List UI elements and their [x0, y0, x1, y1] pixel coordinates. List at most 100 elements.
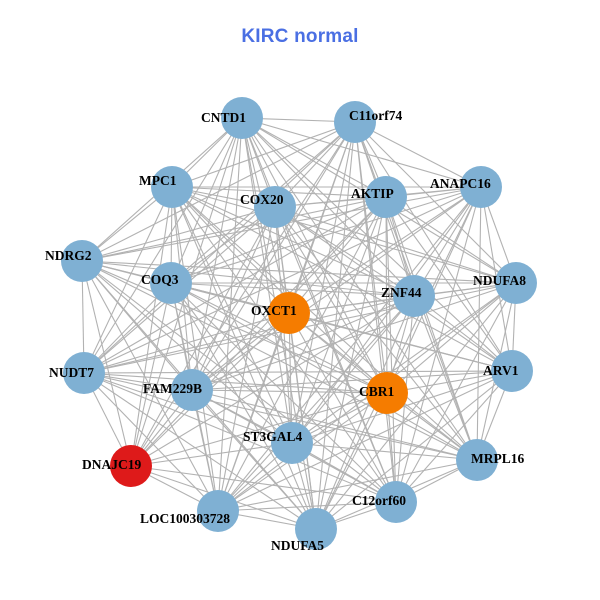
graph-edge: [217, 295, 415, 512]
graph-edge: [291, 442, 478, 461]
graph-edge: [241, 117, 415, 297]
graph-edge: [81, 260, 415, 297]
graph-edge: [81, 206, 276, 262]
graph-edge: [171, 186, 290, 314]
graph-edge: [170, 282, 397, 503]
graph-edge: [386, 370, 513, 394]
graph-edge: [386, 282, 517, 394]
graph-node-aktip[interactable]: [365, 176, 407, 218]
graph-node-mpc1[interactable]: [151, 166, 193, 208]
graph-edge: [170, 282, 293, 444]
graph-node-ndrg2[interactable]: [61, 240, 103, 282]
graph-edge: [291, 186, 482, 444]
graph-node-st3gal4[interactable]: [271, 422, 313, 464]
graph-edge: [83, 186, 173, 374]
graph-edge: [288, 312, 293, 444]
graph-edge: [171, 186, 317, 530]
graph-edge: [354, 121, 513, 372]
graph-node-anapc16[interactable]: [460, 166, 502, 208]
graph-edge: [191, 389, 388, 394]
page-title: KIRC normal: [241, 26, 359, 47]
graph-edge: [171, 186, 517, 284]
graph-node-c12orf60[interactable]: [375, 481, 417, 523]
graph-node-coq3[interactable]: [150, 262, 192, 304]
graph-node-dnajc19[interactable]: [110, 445, 152, 487]
graph-edge: [170, 186, 482, 284]
graph-edge: [130, 442, 293, 467]
graph-edge: [395, 186, 482, 503]
graph-node-ndufa5[interactable]: [295, 508, 337, 550]
graph-edge: [83, 196, 387, 374]
graph-edge: [217, 370, 513, 512]
graph-edge: [413, 295, 478, 461]
graph-edge: [130, 295, 415, 467]
graph-edge: [395, 282, 517, 503]
graph-edge: [288, 186, 482, 314]
graph-edge: [217, 501, 397, 512]
graph-edge: [354, 121, 482, 188]
graph-edge: [274, 206, 513, 372]
graph-edge: [83, 372, 478, 461]
graph-edge: [217, 206, 276, 512]
graph-edge: [291, 295, 415, 444]
graph-node-nudt7[interactable]: [63, 352, 105, 394]
graph-edge: [81, 260, 219, 512]
graph-edge: [476, 186, 482, 461]
graph-edge: [241, 117, 482, 188]
graph-edge: [170, 282, 415, 297]
graph-node-znf44[interactable]: [393, 275, 435, 317]
graph-node-ndufa8[interactable]: [495, 262, 537, 304]
graph-edge: [191, 186, 482, 391]
graph-edge: [171, 186, 415, 297]
graph-edge: [217, 312, 290, 512]
node-layer: [61, 97, 537, 550]
graph-edge: [130, 465, 397, 503]
graph-edge: [170, 117, 243, 284]
graph-edge: [81, 260, 132, 467]
graph-edge: [130, 392, 388, 467]
graph-node-cbr1[interactable]: [366, 372, 408, 414]
graph-node-fam229b[interactable]: [171, 369, 213, 411]
graph-edge: [315, 370, 513, 530]
graph-edge: [130, 196, 387, 467]
graph-edge: [171, 121, 356, 188]
graph-edge: [130, 186, 173, 467]
graph-edge: [81, 260, 517, 284]
graph-edge: [217, 459, 478, 512]
graph-edge: [385, 196, 478, 461]
graph-edge: [274, 206, 478, 461]
graph-node-cox20[interactable]: [254, 186, 296, 228]
graph-edge: [130, 282, 172, 467]
graph-edge: [83, 372, 388, 394]
graph-edge: [315, 295, 415, 530]
graph-node-c11orf74[interactable]: [334, 101, 376, 143]
graph-edge: [83, 186, 482, 374]
graph-node-arv1[interactable]: [491, 350, 533, 392]
graph-edge: [83, 295, 415, 374]
graph-edge: [395, 370, 513, 503]
graph-edge: [170, 206, 276, 284]
graph-edge: [274, 206, 397, 503]
graph-edge: [191, 117, 243, 391]
graph-edge: [130, 121, 356, 467]
graph-edge: [83, 372, 317, 530]
graph-edge: [191, 389, 317, 530]
graph-node-oxct1[interactable]: [268, 292, 310, 334]
graph-node-mrpl16[interactable]: [456, 439, 498, 481]
graph-edge: [288, 196, 387, 314]
graph-edge: [291, 282, 517, 444]
graph-edge: [81, 196, 387, 262]
graph-edge: [81, 121, 356, 262]
graph-edge: [83, 372, 397, 503]
graph-edge: [385, 196, 513, 372]
graph-edge: [81, 260, 388, 394]
graph-node-loc100303728[interactable]: [197, 490, 239, 532]
graph-node-cntd1[interactable]: [221, 97, 263, 139]
graph-edge: [83, 370, 513, 374]
graph-edge: [354, 121, 517, 284]
graph-edge: [191, 389, 478, 461]
graph-edge: [217, 186, 482, 512]
graph-edge: [274, 206, 517, 284]
graph-edge: [413, 186, 482, 297]
